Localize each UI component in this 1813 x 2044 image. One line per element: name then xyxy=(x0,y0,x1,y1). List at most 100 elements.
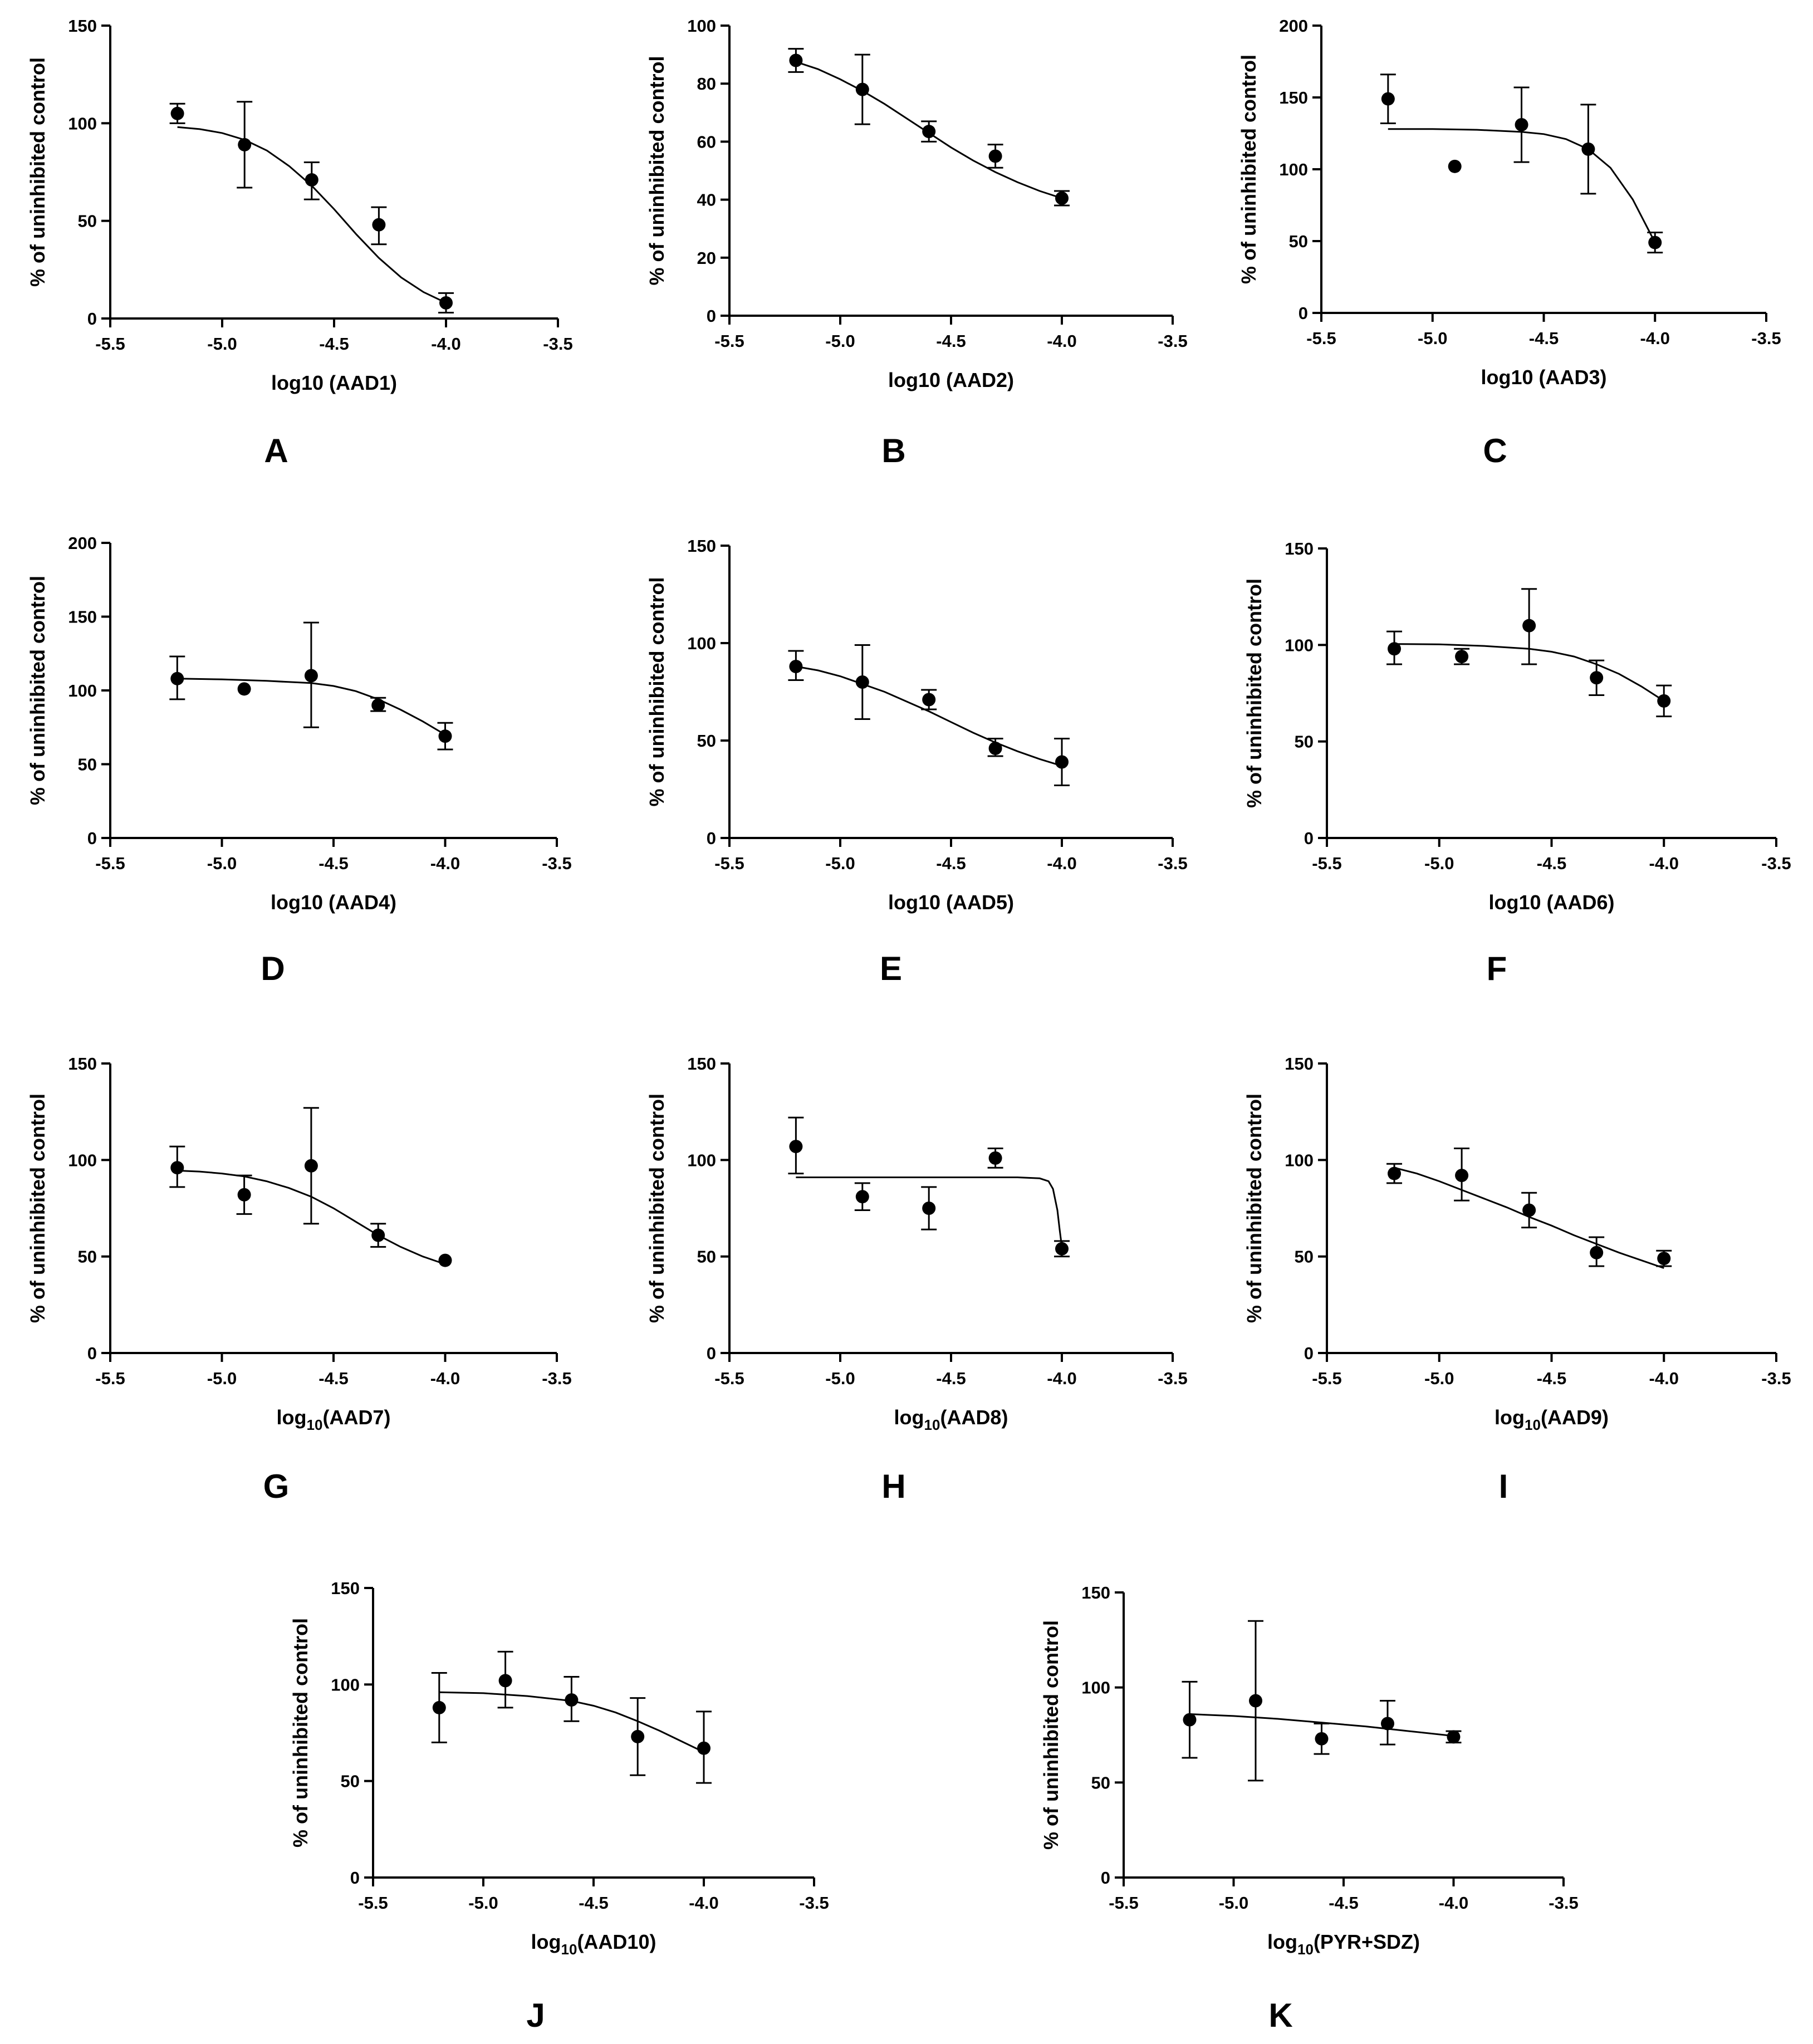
data-point xyxy=(789,53,803,67)
y-tick-label: 0 xyxy=(350,1868,360,1888)
data-point xyxy=(237,682,251,696)
y-tick-label: 60 xyxy=(697,132,716,151)
y-tick-label: 150 xyxy=(687,536,716,556)
y-tick-label: 150 xyxy=(68,16,97,36)
data-point xyxy=(1388,1166,1402,1180)
panel-d: 0 50 100 150 200 -5.5 -5.0 -4.5 -4.0 -3.5 % of uni… xyxy=(26,533,572,987)
y-tick-label: 150 xyxy=(687,1054,716,1074)
x-axis-label: log10 (AAD3) xyxy=(1481,366,1606,389)
panel-e: 0 50 100 150 -5.5 -5.0 -4.5 -4.0 -3.5 % of uninhi… xyxy=(645,536,1188,987)
x-tick-label: -4.5 xyxy=(318,1369,348,1388)
x-tick-label: -4.0 xyxy=(1640,329,1670,348)
x-tick-label: -5.0 xyxy=(207,854,237,873)
data-point xyxy=(1447,1730,1461,1744)
x-axis-label-main: log10 (AAD3) xyxy=(1481,366,1606,389)
data-point xyxy=(1648,236,1662,249)
x-axis-label-suffix: (PYR+SDZ) xyxy=(1314,1930,1420,1953)
data-point xyxy=(988,149,1002,163)
x-axis-label: log10(AAD8) xyxy=(894,1406,1008,1433)
fit-curve xyxy=(1394,643,1665,702)
x-axis-label: log10 (AAD2) xyxy=(888,369,1014,391)
y-tick-label: 100 xyxy=(687,16,716,36)
y-tick-label: 150 xyxy=(68,1054,97,1074)
x-tick-label: -4.5 xyxy=(936,1369,966,1388)
panel-h: 0 50 100 150 -5.5 -5.0 -4.5 -4.0 -3.5 % of uninhi… xyxy=(645,1054,1188,1505)
data-point xyxy=(922,693,936,707)
y-tick-label: 50 xyxy=(1091,1773,1110,1792)
y-axis-label: % of uninhibited control xyxy=(645,577,668,807)
x-tick-label: -5.0 xyxy=(1219,1893,1248,1913)
y-tick-label: 100 xyxy=(68,1150,97,1170)
x-tick-label: -5.0 xyxy=(207,1369,237,1388)
y-tick-label: 100 xyxy=(687,1150,716,1170)
x-tick-label: -5.5 xyxy=(714,1369,744,1388)
data-point xyxy=(855,675,869,689)
data-point xyxy=(988,1151,1002,1165)
data-point xyxy=(1249,1694,1262,1708)
data-point xyxy=(1590,1246,1604,1259)
y-axis-label: % of uninhibited control xyxy=(1237,55,1260,284)
panel-f: 0 50 100 150 -5.5 -5.0 -4.5 -4.0 -3.5 % of uninhi… xyxy=(1243,539,1791,987)
y-tick-label: 0 xyxy=(707,1344,716,1363)
fit-curve xyxy=(796,1177,1063,1247)
panel-j: 0 50 100 150 -5.5 -5.0 -4.5 -4.0 -3.5 % of uninhi… xyxy=(289,1579,829,2034)
data-point xyxy=(304,669,318,683)
data-point xyxy=(1581,142,1595,156)
x-tick-label: -3.5 xyxy=(542,1369,571,1388)
y-axis-label: % of uninhibited control xyxy=(645,56,668,286)
panel-letter: K xyxy=(1268,1997,1292,2034)
x-tick-label: -4.0 xyxy=(1649,854,1679,873)
x-tick-label: -3.5 xyxy=(1549,1893,1578,1913)
y-axis-label: % of uninhibited control xyxy=(1243,1094,1266,1323)
x-axis-label: log10 (AAD5) xyxy=(888,891,1014,914)
data-point xyxy=(789,660,803,673)
x-tick-label: -4.0 xyxy=(431,334,460,354)
y-tick-label: 80 xyxy=(697,74,716,94)
data-point xyxy=(305,173,318,187)
y-tick-label: 40 xyxy=(697,190,716,210)
x-tick-label: -4.0 xyxy=(689,1893,718,1913)
x-tick-label: -3.5 xyxy=(799,1893,829,1913)
panel-letter: J xyxy=(526,1997,545,2034)
data-point xyxy=(1381,92,1395,106)
y-tick-label: 100 xyxy=(1285,635,1314,655)
panel-i: 0 50 100 150 -5.5 -5.0 -4.5 -4.0 -3.5 % of uninhi… xyxy=(1243,1054,1791,1505)
data-point xyxy=(170,1161,184,1175)
x-axis-label-main: log10 (AAD4) xyxy=(271,891,396,914)
x-tick-label: -3.5 xyxy=(542,854,571,873)
data-point xyxy=(438,1253,452,1267)
panel-a: 0 50 100 150 -5.5 -5.0 -4.5 -4.0 -3.5 % of uninhi… xyxy=(26,16,573,469)
x-tick-label: -5.0 xyxy=(1418,329,1447,348)
data-point xyxy=(372,218,386,232)
data-point xyxy=(1315,1732,1329,1746)
x-axis-label-subscript: 10 xyxy=(307,1416,323,1433)
data-point xyxy=(432,1700,446,1714)
panel-letter: C xyxy=(1483,432,1507,469)
x-tick-label: -5.0 xyxy=(468,1893,498,1913)
data-point xyxy=(1455,650,1469,664)
y-tick-label: 20 xyxy=(697,248,716,268)
panel-letter: A xyxy=(264,432,288,469)
y-axis-label: % of uninhibited control xyxy=(26,576,49,805)
x-tick-label: -3.5 xyxy=(1158,1369,1187,1388)
data-point xyxy=(789,1140,803,1154)
x-axis-label-subscript: 10 xyxy=(924,1416,940,1433)
x-tick-label: -4.5 xyxy=(319,334,349,354)
y-axis-label: % of uninhibited control xyxy=(26,1094,49,1323)
x-tick-label: -4.5 xyxy=(1537,854,1566,873)
x-axis-label-subscript: 10 xyxy=(561,1941,577,1958)
x-tick-label: -4.5 xyxy=(936,331,966,351)
x-tick-label: -5.5 xyxy=(95,1369,125,1388)
y-tick-label: 100 xyxy=(1279,160,1308,179)
data-point xyxy=(1183,1713,1197,1727)
fit-curve xyxy=(796,665,1062,767)
x-axis-label-suffix: (AAD7) xyxy=(322,1406,390,1429)
x-tick-label: -4.0 xyxy=(430,1369,460,1388)
x-tick-label: -3.5 xyxy=(1158,331,1187,351)
panel-letter: H xyxy=(881,1468,905,1505)
x-axis-label-suffix: (AAD9) xyxy=(1541,1406,1609,1429)
y-tick-label: 150 xyxy=(68,607,97,627)
y-tick-label: 0 xyxy=(707,306,716,326)
x-axis-label-main: log xyxy=(1267,1930,1297,1953)
